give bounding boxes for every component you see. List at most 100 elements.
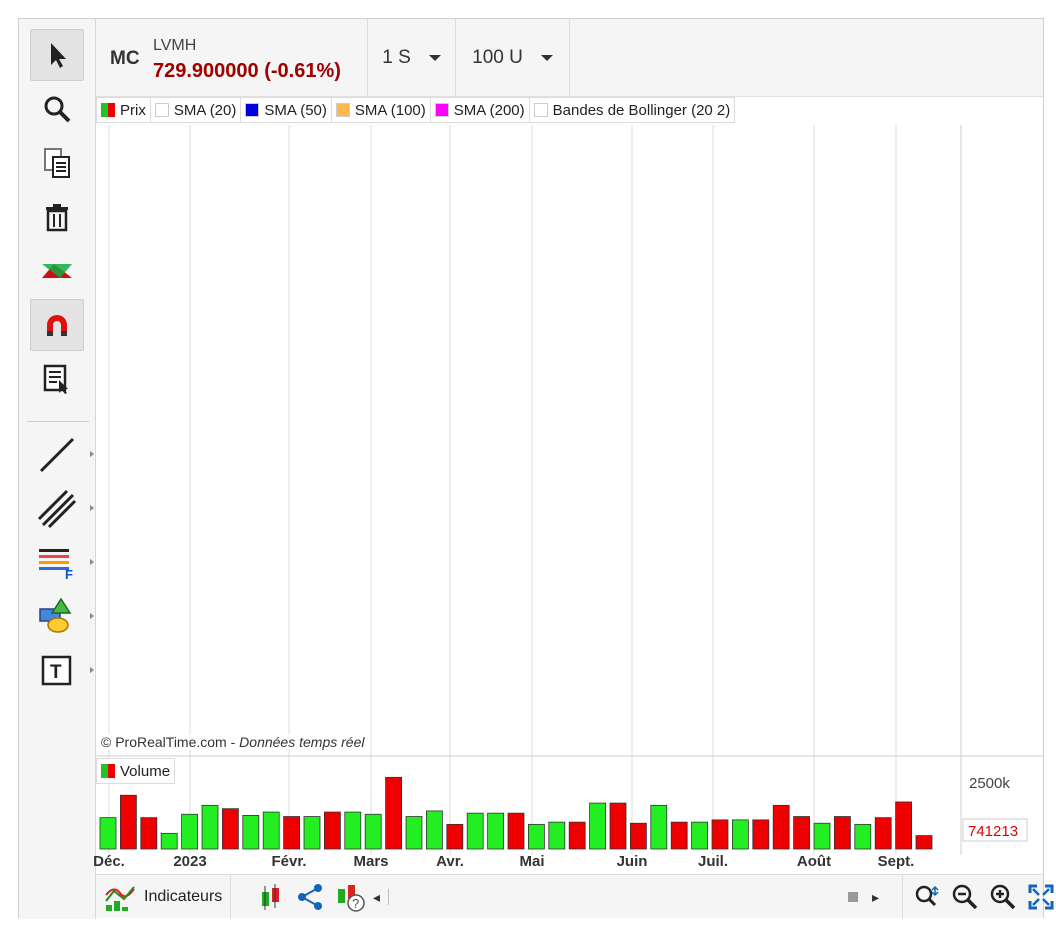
watermark-brand: © ProRealTime.com — [101, 734, 227, 750]
volume-bar — [221, 808, 239, 850]
watermark: © ProRealTime.com - Données temps réel — [101, 734, 365, 750]
month-label: 2023 — [173, 853, 206, 870]
month-label: Mai — [519, 853, 544, 870]
legend-swatch — [434, 103, 449, 117]
volume-bar — [915, 835, 933, 850]
legend-item[interactable]: Prix — [96, 97, 151, 123]
volume-legend-label: Volume — [120, 762, 171, 780]
scroll-track[interactable] — [388, 889, 390, 905]
volume-bar — [630, 822, 647, 850]
price-chart: 900850800750700650550717.5784.8729.9603.… — [93, 125, 1043, 870]
volume-last-label: 741213 — [968, 823, 1018, 840]
trend-signal-tool[interactable] — [30, 245, 84, 297]
legend-label: SMA (20) — [173, 101, 237, 119]
chart-help-icon[interactable]: ? — [334, 881, 366, 913]
volume-bar — [385, 776, 403, 850]
legend-item[interactable]: SMA (200) — [430, 97, 530, 123]
volume-bar — [160, 832, 178, 850]
chevron-down-icon — [428, 55, 441, 61]
volume-bar — [344, 811, 362, 850]
volume-bar — [201, 804, 219, 850]
shapes-icon — [39, 597, 72, 633]
share-icon[interactable] — [296, 882, 324, 912]
units-value: 100 U — [472, 47, 523, 68]
volume-bar — [120, 794, 137, 850]
svg-text:F: F — [65, 567, 73, 580]
indicators-button[interactable]: Indicateurs — [104, 875, 232, 919]
price-legend: Prix SMA (20) SMA (50) SMA (100) SMA (200) Ba… — [96, 97, 736, 125]
text-box-icon: T — [41, 655, 72, 686]
chevron-down-icon — [540, 55, 553, 61]
volume-bar — [140, 817, 158, 850]
trash-icon — [46, 204, 68, 232]
add-chart-icon[interactable] — [258, 882, 286, 912]
month-label: Déc. — [93, 853, 125, 870]
bottom-toolbar: Indicateurs ? ◂ ▸ — [96, 874, 1054, 919]
legend-swatch — [101, 103, 115, 117]
legend-label: SMA (50) — [264, 101, 327, 119]
pointer-tool[interactable] — [30, 29, 84, 81]
instrument-name: LVMH — [153, 37, 197, 54]
volume-bar — [99, 817, 117, 850]
legend-label: Prix — [120, 101, 146, 119]
indicators-label: Indicateurs — [144, 888, 223, 905]
expand-arrow-icon[interactable] — [90, 451, 94, 457]
chart-actions: ? — [258, 875, 366, 919]
up-down-triangles-icon — [42, 264, 72, 278]
expand-arrow-icon[interactable] — [90, 667, 94, 673]
watermark-separator: - — [226, 734, 240, 750]
volume-bar — [650, 804, 668, 850]
channel-tool[interactable] — [30, 483, 94, 535]
scroll-thumb[interactable] — [848, 892, 858, 902]
fullscreen-icon[interactable] — [1027, 883, 1055, 911]
text-tool[interactable]: T — [30, 645, 94, 697]
volume-bar — [262, 811, 280, 850]
scroll-left-control[interactable]: ◂ — [373, 875, 390, 919]
volume-bar — [609, 802, 627, 850]
volume-bar — [732, 819, 749, 850]
volume-bar — [834, 816, 851, 850]
period-dropdown[interactable]: 1 S — [368, 19, 456, 97]
expand-arrow-icon[interactable] — [90, 613, 94, 619]
instrument-info[interactable]: MC LVMH 729.900000 (-0.61%) — [96, 19, 368, 97]
volume-bar — [283, 816, 301, 850]
object-list-tool[interactable] — [30, 353, 84, 405]
volume-tick-label: 2500k — [969, 775, 1010, 792]
zoom-fit-icon[interactable] — [913, 883, 941, 911]
delete-tool[interactable] — [30, 191, 84, 243]
legend-item[interactable]: SMA (50) — [241, 97, 332, 123]
list-cursor-icon — [43, 364, 68, 394]
legend-label: Bandes de Bollinger (20 2) — [552, 101, 731, 119]
volume-bar — [752, 819, 770, 850]
magnet-tool[interactable] — [30, 299, 84, 351]
fibonacci-tool[interactable]: F — [30, 537, 94, 589]
volume-swatch — [101, 764, 115, 778]
volume-bar — [323, 811, 341, 850]
svg-text:?: ? — [352, 896, 359, 911]
scroll-right-icon[interactable]: ▸ — [872, 888, 880, 905]
volume-legend[interactable]: Volume — [96, 758, 176, 784]
scroll-left-icon[interactable]: ◂ — [373, 888, 381, 905]
line-tool[interactable] — [30, 429, 94, 481]
volume-bar — [425, 810, 443, 850]
volume-bar — [711, 819, 729, 850]
legend-item[interactable]: Bandes de Bollinger (20 2) — [529, 97, 736, 123]
copy-document-icon — [44, 148, 70, 178]
copy-tool[interactable] — [30, 137, 84, 189]
month-label: Juin — [617, 853, 648, 870]
zoom-in-icon[interactable] — [989, 883, 1017, 911]
volume-bar — [691, 821, 708, 850]
month-label: Avr. — [436, 853, 464, 870]
expand-arrow-icon[interactable] — [90, 505, 94, 511]
zoom-out-icon[interactable] — [951, 883, 979, 911]
legend-item[interactable]: SMA (20) — [150, 97, 242, 123]
volume-bar — [548, 821, 566, 850]
zoom-tool[interactable] — [30, 83, 84, 135]
volume-bar — [589, 802, 606, 850]
expand-arrow-icon[interactable] — [90, 559, 94, 565]
scroll-right-control[interactable]: ▸ — [848, 875, 879, 919]
month-label: Août — [797, 853, 831, 870]
legend-item[interactable]: SMA (100) — [331, 97, 431, 123]
shapes-tool[interactable] — [30, 591, 94, 643]
units-dropdown[interactable]: 100 U — [456, 19, 570, 97]
